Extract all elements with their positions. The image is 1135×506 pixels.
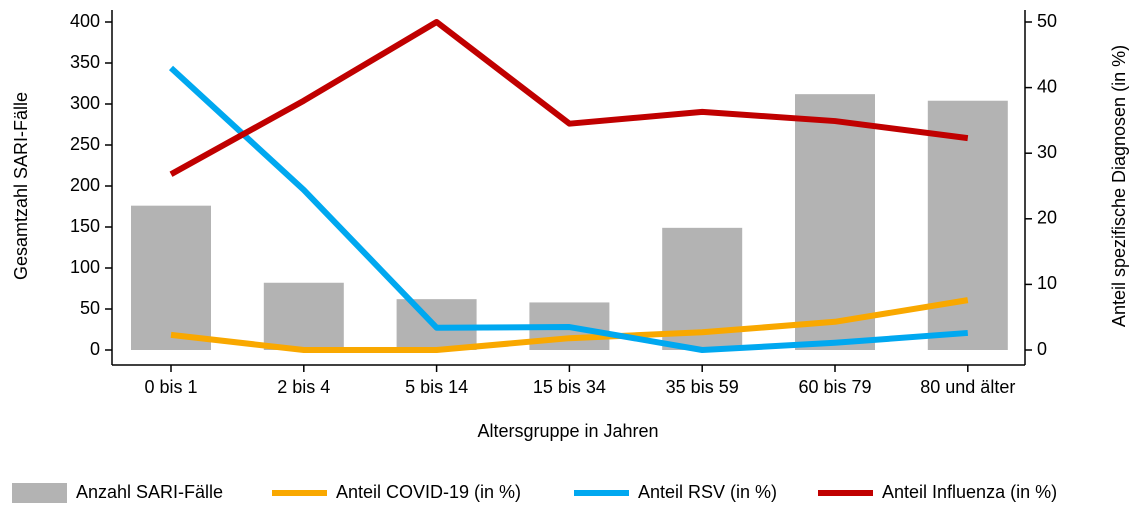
y2-tick-label: 50 [1037, 11, 1057, 31]
y-tick-label: 350 [70, 52, 100, 72]
y-tick-label: 400 [70, 11, 100, 31]
y2-axis-title: Anteil spezifische Diagnosen (in %) [1109, 45, 1129, 327]
y2-tick-label: 10 [1037, 273, 1057, 293]
y2-tick-label: 20 [1037, 208, 1057, 228]
x-tick-label: 15 bis 34 [533, 377, 606, 397]
x-tick-label: 80 und älter [920, 377, 1015, 397]
x-tick-label: 0 bis 1 [144, 377, 197, 397]
y-tick-label: 200 [70, 175, 100, 195]
bar [927, 100, 1008, 350]
y-axis-title: Gesamtzahl SARI-Fälle [11, 92, 31, 280]
line [169, 19, 969, 177]
legend-swatch [12, 483, 67, 503]
y-tick-label: 100 [70, 257, 100, 277]
x-tick-label: 2 bis 4 [277, 377, 330, 397]
bar [131, 205, 211, 350]
bar [263, 282, 344, 350]
line [170, 297, 969, 353]
bar [795, 94, 875, 350]
legend-label: Anzahl SARI-Fälle [76, 482, 223, 502]
y-tick-label: 150 [70, 216, 100, 236]
legend-label: Anteil RSV (in %) [638, 482, 777, 502]
y-tick-label: 300 [70, 93, 100, 113]
x-tick-label: 5 bis 14 [405, 377, 468, 397]
x-axis-title: Altersgruppe in Jahren [477, 421, 658, 441]
y-tick-label: 50 [80, 298, 100, 318]
x-tick-label: 60 bis 79 [798, 377, 871, 397]
legend-label: Anteil COVID-19 (in %) [336, 482, 521, 502]
line [168, 65, 969, 353]
y2-tick-label: 40 [1037, 76, 1057, 96]
y-tick-label: 0 [90, 339, 100, 359]
y2-tick-label: 30 [1037, 142, 1057, 162]
x-tick-label: 35 bis 59 [666, 377, 739, 397]
y2-tick-label: 0 [1037, 339, 1047, 359]
y-tick-label: 250 [70, 134, 100, 154]
legend-label: Anteil Influenza (in %) [882, 482, 1057, 502]
